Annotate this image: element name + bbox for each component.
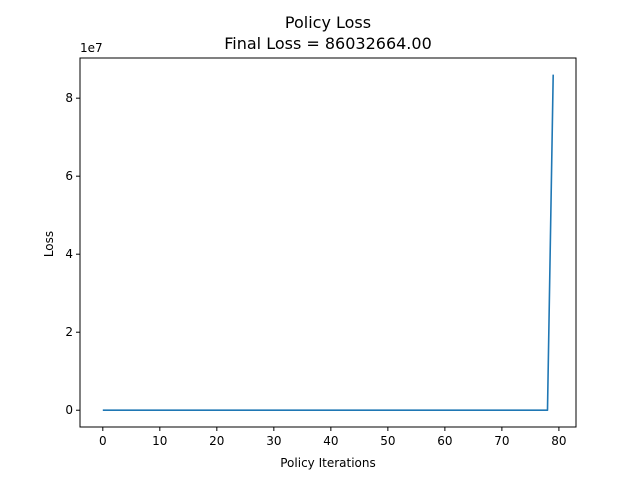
x-tick-label: 70 bbox=[494, 434, 509, 448]
series-layer bbox=[102, 74, 554, 412]
plot-area-frame bbox=[79, 57, 577, 428]
x-tick-label: 50 bbox=[380, 434, 395, 448]
x-tick-label: 30 bbox=[266, 434, 281, 448]
y-axis-label: Loss bbox=[42, 231, 56, 257]
loss-series-line bbox=[102, 74, 554, 412]
x-axis-label: Policy Iterations bbox=[280, 456, 375, 470]
x-tick-label: 0 bbox=[99, 434, 107, 448]
y-tick-label: 4 bbox=[65, 247, 73, 261]
y-axis-offset-label: 1e7 bbox=[80, 41, 103, 55]
y-tick-label: 2 bbox=[65, 325, 73, 339]
x-tick-label: 80 bbox=[551, 434, 566, 448]
y-tick-label: 6 bbox=[65, 169, 73, 183]
y-axis-ticks: 0 2 4 6 8 bbox=[65, 91, 80, 417]
y-tick-label: 0 bbox=[65, 403, 73, 417]
x-tick-label: 10 bbox=[152, 434, 167, 448]
y-tick-label: 8 bbox=[65, 91, 73, 105]
chart-subtitle: Final Loss = 86032664.00 bbox=[224, 34, 432, 53]
chart-title: Policy Loss bbox=[285, 13, 371, 32]
x-tick-label: 40 bbox=[323, 434, 338, 448]
x-axis-ticks: 0 10 20 30 40 50 60 70 80 bbox=[99, 427, 567, 448]
x-tick-label: 60 bbox=[437, 434, 452, 448]
x-tick-label: 20 bbox=[209, 434, 224, 448]
